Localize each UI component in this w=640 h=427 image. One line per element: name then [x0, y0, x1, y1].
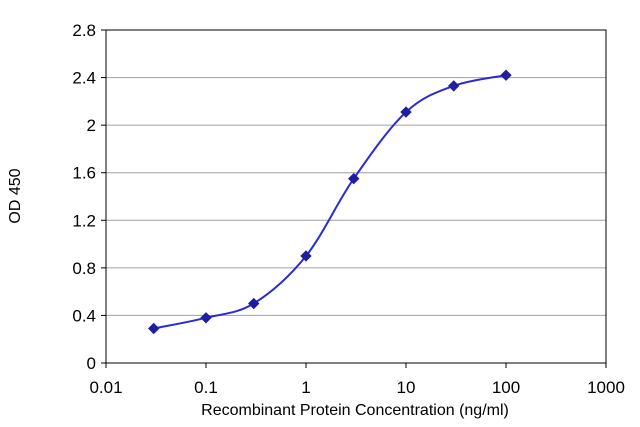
- x-tick-label-1: 0.1: [194, 378, 218, 397]
- x-tick-label-2: 1: [301, 378, 310, 397]
- x-tick-label-5: 1000: [587, 378, 625, 397]
- series-line-0: [153, 74, 507, 330]
- x-tick-label-3: 10: [397, 378, 416, 397]
- y-axis-ticks: 0 0.4 0.8 1.2 1.6 2 2.4 2.8: [72, 21, 106, 373]
- x-axis-ticks: 0.01 0.1 1 10 100 1000: [89, 363, 625, 397]
- data-point-2: [248, 297, 260, 310]
- y-tick-label-6: 2.4: [72, 69, 96, 88]
- y-tick-label-1: 0.4: [72, 306, 96, 325]
- plot-frame: [105, 29, 607, 364]
- y-tick-label-7: 2.8: [72, 21, 96, 40]
- series-layer: [148, 69, 512, 335]
- data-point-0: [148, 322, 160, 335]
- y-tick-label-3: 1.2: [72, 211, 96, 230]
- y-tick-label-0: 0: [87, 354, 96, 373]
- x-tick-label-4: 100: [492, 378, 520, 397]
- data-point-6: [448, 80, 460, 92]
- x-tick-label-0: 0.01: [89, 378, 122, 397]
- data-point-5: [400, 106, 412, 118]
- x-axis-title: Recombinant Protein Concentration (ng/ml…: [201, 402, 509, 419]
- data-point-4: [348, 172, 360, 185]
- data-point-7: [500, 69, 512, 81]
- data-point-3: [300, 250, 312, 262]
- y-tick-label-5: 2: [87, 116, 96, 135]
- y-axis-title: OD 450: [7, 168, 24, 223]
- y-tick-label-2: 0.8: [72, 259, 96, 278]
- y-tick-label-4: 1.6: [72, 164, 96, 183]
- data-point-1: [200, 312, 212, 324]
- gridlines: [106, 77, 606, 316]
